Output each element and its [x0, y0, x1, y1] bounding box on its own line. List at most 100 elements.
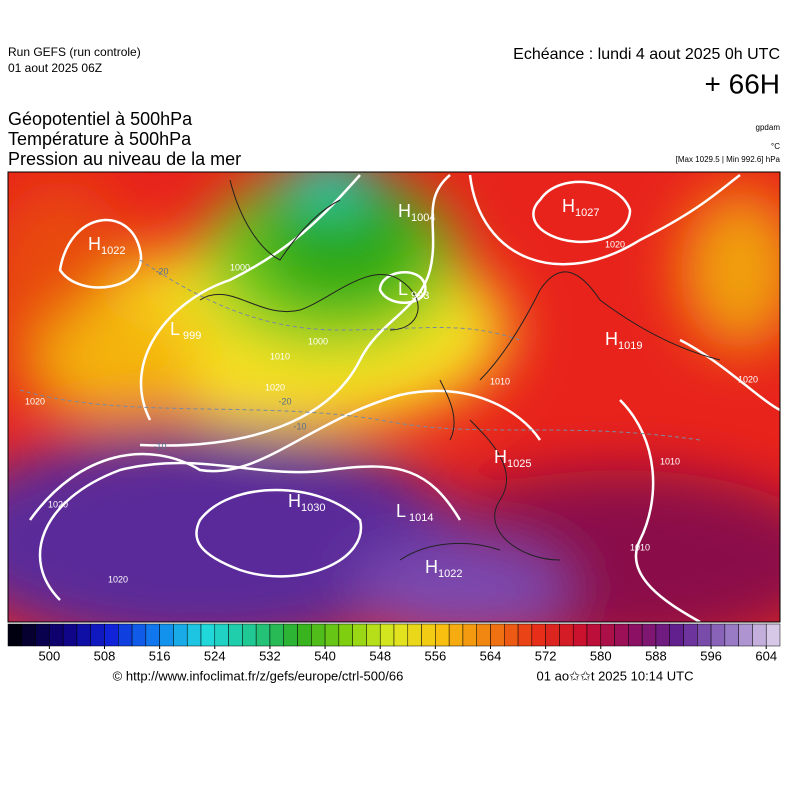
colorbar-swatch — [476, 623, 491, 647]
colorbar-tick-label: 604 — [755, 648, 777, 663]
colorbar-swatch — [738, 623, 753, 647]
center-value: 1027 — [575, 207, 599, 219]
colorbar-swatch — [710, 623, 726, 647]
colorbar-swatch — [683, 623, 698, 647]
colorbar-swatch — [104, 623, 119, 647]
colorbar-swatch — [366, 623, 381, 647]
colorbar-swatch — [697, 623, 712, 647]
colorbar-swatch — [228, 623, 243, 647]
colorbar-tick-label: 564 — [480, 648, 502, 663]
colorbar-swatch — [421, 623, 436, 647]
unit-label: °C — [771, 142, 780, 151]
colorbar-tick-label: 548 — [369, 648, 391, 663]
colorbar-swatch — [131, 623, 147, 647]
field-title: Géopotentiel à 500hPa — [8, 109, 193, 129]
colorbar-swatch — [559, 623, 574, 647]
map-frame — [7, 171, 781, 623]
center-value: 1019 — [618, 340, 642, 352]
colorbar-swatch — [242, 623, 257, 647]
isobar-label: 1010 — [270, 351, 290, 361]
colorbar-tick-label: 580 — [590, 648, 612, 663]
colorbar-swatch — [283, 623, 298, 647]
colorbar-tick-label: 572 — [535, 648, 557, 663]
center-value: 1022 — [438, 568, 462, 580]
unit-label: [Max 1029.5 | Min 992.6] hPa — [676, 155, 781, 164]
colorbar-swatch — [21, 623, 36, 647]
colorbar-tick-label: 540 — [314, 648, 336, 663]
colorbar-swatch — [393, 623, 409, 647]
isobar-label: 1020 — [738, 374, 758, 384]
colorbar-swatch — [7, 623, 23, 647]
colorbar-tick-label: 588 — [645, 648, 667, 663]
center-letter: H — [562, 196, 575, 216]
colorbar-swatch — [641, 623, 657, 647]
map-field — [8, 172, 780, 622]
field-title: Température à 500hPa — [8, 129, 192, 149]
colorbar-swatch — [407, 623, 422, 647]
colorbar-swatch — [311, 623, 326, 647]
colorbar-swatch — [35, 623, 50, 647]
colorbar-swatch — [517, 623, 533, 647]
temperature-label: -20 — [155, 266, 168, 276]
colorbar-swatch — [545, 623, 560, 647]
run-label: Run GEFS (run controle) — [8, 45, 141, 59]
colorbar-swatch — [490, 623, 505, 647]
colorbar-tick-label: 500 — [39, 648, 61, 663]
temperature-label: -10 — [293, 421, 306, 431]
colorbar-swatch — [214, 623, 229, 647]
colorbar: 500 508 516 524 532 540 548 556 564 572 580 588 596 6… — [7, 623, 781, 663]
unit-label: gpdam — [756, 123, 781, 132]
center-letter: L — [398, 279, 408, 299]
colorbar-swatch — [62, 623, 78, 647]
colorbar-swatch — [76, 623, 91, 647]
colorbar-swatch — [338, 623, 353, 647]
colorbar-swatch — [724, 623, 739, 647]
center-letter: L — [170, 319, 180, 339]
colorbar-tick-label: 532 — [259, 648, 281, 663]
center-letter: H — [88, 234, 101, 254]
colorbar-swatch — [145, 623, 160, 647]
colorbar-swatch — [118, 623, 133, 647]
center-value: 1014 — [409, 512, 433, 524]
isobar-label: 1010 — [630, 542, 650, 552]
generated-time: 01 ao✩✩t 2025 10:14 UTC — [537, 668, 694, 683]
run-date: 01 aout 2025 06Z — [8, 61, 102, 75]
center-value: 993 — [411, 290, 429, 302]
isobar-label: 1000 — [308, 336, 328, 346]
colorbar-swatch — [200, 623, 216, 647]
colorbar-swatch — [90, 623, 105, 647]
isobar-label: 1020 — [605, 239, 625, 249]
colorbar-swatch — [752, 623, 767, 647]
field-title: Pression au niveau de la mer — [8, 149, 241, 169]
lead-time: + 66H — [705, 68, 781, 99]
colorbar-swatch — [269, 623, 284, 647]
colorbar-swatch — [614, 623, 629, 647]
colorbar-swatch — [462, 623, 477, 647]
colorbar-swatch — [173, 623, 188, 647]
colorbar-swatch — [448, 623, 464, 647]
colorbar-swatch — [379, 623, 395, 647]
colorbar-swatch — [586, 623, 602, 647]
center-letter: H — [605, 329, 618, 349]
isobar-label: 1020 — [108, 574, 128, 584]
center-value: 1022 — [101, 245, 125, 257]
isobar-label: 1010 — [490, 376, 510, 386]
colorbar-swatch — [352, 623, 367, 647]
colorbar-tick-label: 516 — [149, 648, 171, 663]
temperature-label: -10 — [153, 441, 166, 451]
colorbar-swatch — [324, 623, 340, 647]
colorbar-swatch — [186, 623, 202, 647]
center-value: 1030 — [301, 502, 325, 514]
colorbar-swatch — [655, 623, 670, 647]
center-value: 1004 — [411, 212, 435, 224]
colorbar-swatch — [255, 623, 271, 647]
colorbar-swatch — [49, 623, 64, 647]
valid-time: Echéance : lundi 4 aout 2025 0h UTC — [513, 46, 780, 63]
center-value: 999 — [183, 330, 201, 342]
colorbar-swatch — [628, 623, 643, 647]
center-letter: H — [494, 447, 507, 467]
colorbar-tick-label: 596 — [700, 648, 722, 663]
isobar-label: 1020 — [25, 396, 45, 406]
